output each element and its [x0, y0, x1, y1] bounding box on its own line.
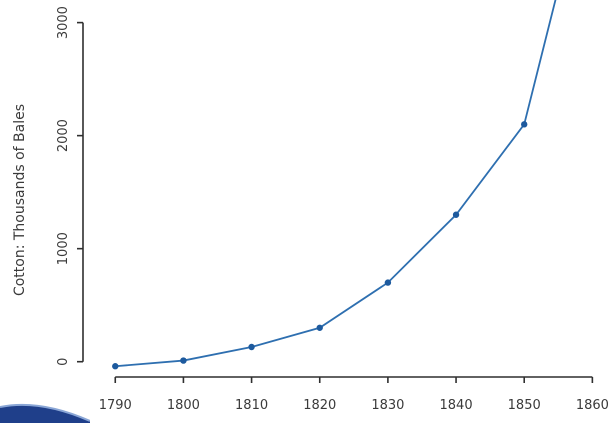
series-line	[115, 0, 557, 368]
plot-area	[112, 0, 557, 370]
y-tick-label: 2000	[56, 119, 71, 152]
x-tick-label: 1830	[371, 398, 404, 413]
y-axis-title: Cotton: Thousands of Bales	[12, 104, 28, 296]
data-point	[384, 279, 392, 286]
data-point	[452, 211, 460, 218]
x-tick-label: 1790	[99, 398, 132, 413]
x-tick-label: 1860	[576, 398, 609, 413]
y-tick-label: 1000	[56, 232, 71, 265]
data-point	[248, 343, 255, 351]
x-tick-label: 1800	[167, 398, 200, 413]
y-tick-label: 0	[56, 358, 71, 366]
x-tick-label: 1850	[508, 398, 541, 413]
data-point	[521, 121, 528, 128]
data-point	[180, 357, 187, 364]
decorative-swoosh	[0, 397, 90, 423]
data-point	[316, 324, 323, 331]
x-tick-label: 1840	[440, 398, 473, 413]
y-axis: 0 1000 2000 3000	[56, 6, 84, 366]
data-point	[112, 363, 119, 370]
y-tick-label: 3000	[56, 6, 71, 39]
x-axis: 1790 1800 1810 1820 1830 1840 1850 1860	[99, 376, 609, 413]
x-tick-label: 1810	[235, 398, 268, 413]
x-tick-label: 1820	[303, 398, 336, 413]
